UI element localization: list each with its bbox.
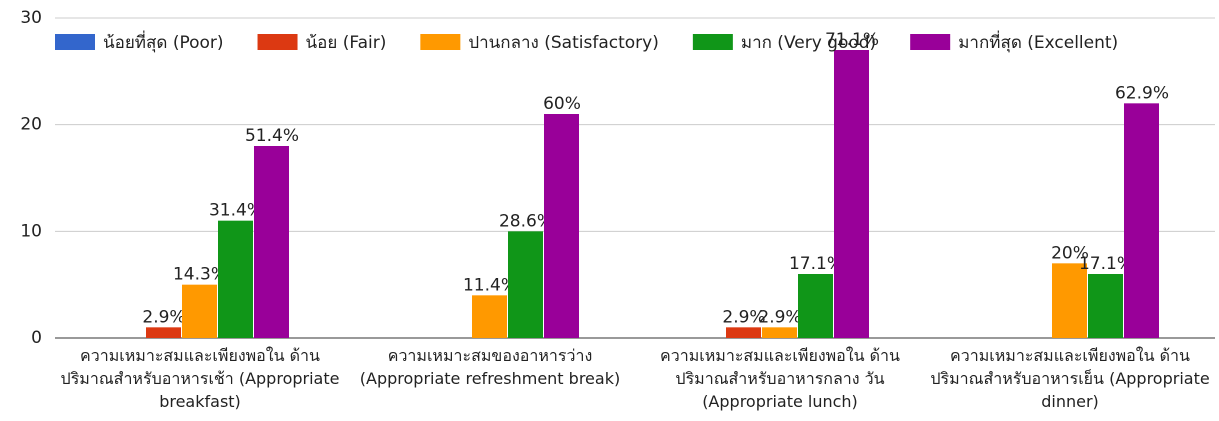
- value-label: 71.1%: [825, 30, 879, 50]
- bar: [218, 220, 253, 338]
- legend-swatch: [55, 34, 95, 50]
- bar: [146, 327, 181, 338]
- bar: [254, 146, 289, 338]
- x-tick-label: ความเหมาะสมและเพียงพอใน ด้านปริมาณสำหรับ…: [930, 346, 1210, 411]
- value-label: 17.1%: [789, 254, 843, 274]
- y-tick-label: 30: [20, 8, 42, 28]
- bar: [762, 327, 797, 338]
- value-label: 17.1%: [1079, 254, 1133, 274]
- y-tick-label: 10: [20, 221, 42, 241]
- bar: [834, 50, 869, 338]
- value-label: 62.9%: [1115, 83, 1169, 103]
- x-tick-label: ความเหมาะสมและเพียงพอใน ด้านปริมาณสำหรับ…: [660, 346, 900, 411]
- y-tick-label: 20: [20, 115, 42, 135]
- y-tick-label: 0: [31, 328, 42, 348]
- legend-swatch: [692, 34, 733, 50]
- value-label: 60%: [543, 94, 581, 114]
- legend-swatch: [257, 34, 298, 50]
- value-label: 14.3%: [173, 265, 227, 285]
- bar: [182, 284, 217, 338]
- value-label: 2.9%: [142, 307, 185, 327]
- bar: [508, 231, 543, 338]
- bar: [1088, 274, 1123, 338]
- value-label: 28.6%: [499, 211, 553, 231]
- bar: [1052, 263, 1087, 338]
- x-tick-label: ความเหมาะสมของอาหารว่าง (Appropriate ref…: [359, 346, 621, 388]
- value-label: 20%: [1051, 243, 1089, 263]
- legend-label: ปานกลาง (Satisfactory): [468, 33, 659, 53]
- bar: [798, 274, 833, 338]
- legend-swatch: [910, 34, 951, 50]
- legend-label: น้อย (Fair): [306, 33, 387, 53]
- bar: [472, 295, 507, 338]
- value-label: 31.4%: [209, 201, 263, 221]
- value-label: 11.4%: [463, 275, 517, 295]
- value-label: 51.4%: [245, 126, 299, 146]
- bar: [544, 114, 579, 338]
- bar: [726, 327, 761, 338]
- bar: [1124, 103, 1159, 338]
- legend-swatch: [420, 34, 461, 50]
- value-label: 2.9%: [758, 307, 801, 327]
- legend-label: น้อยที่สุด (Poor): [103, 30, 224, 53]
- value-label: 2.9%: [722, 307, 765, 327]
- legend-label: มาก (Very good): [741, 33, 876, 53]
- x-tick-label: ความเหมาะสมและเพียงพอใน ด้านปริมาณสำหรับ…: [60, 346, 340, 411]
- legend-label: มากที่สุด (Excellent): [958, 30, 1118, 53]
